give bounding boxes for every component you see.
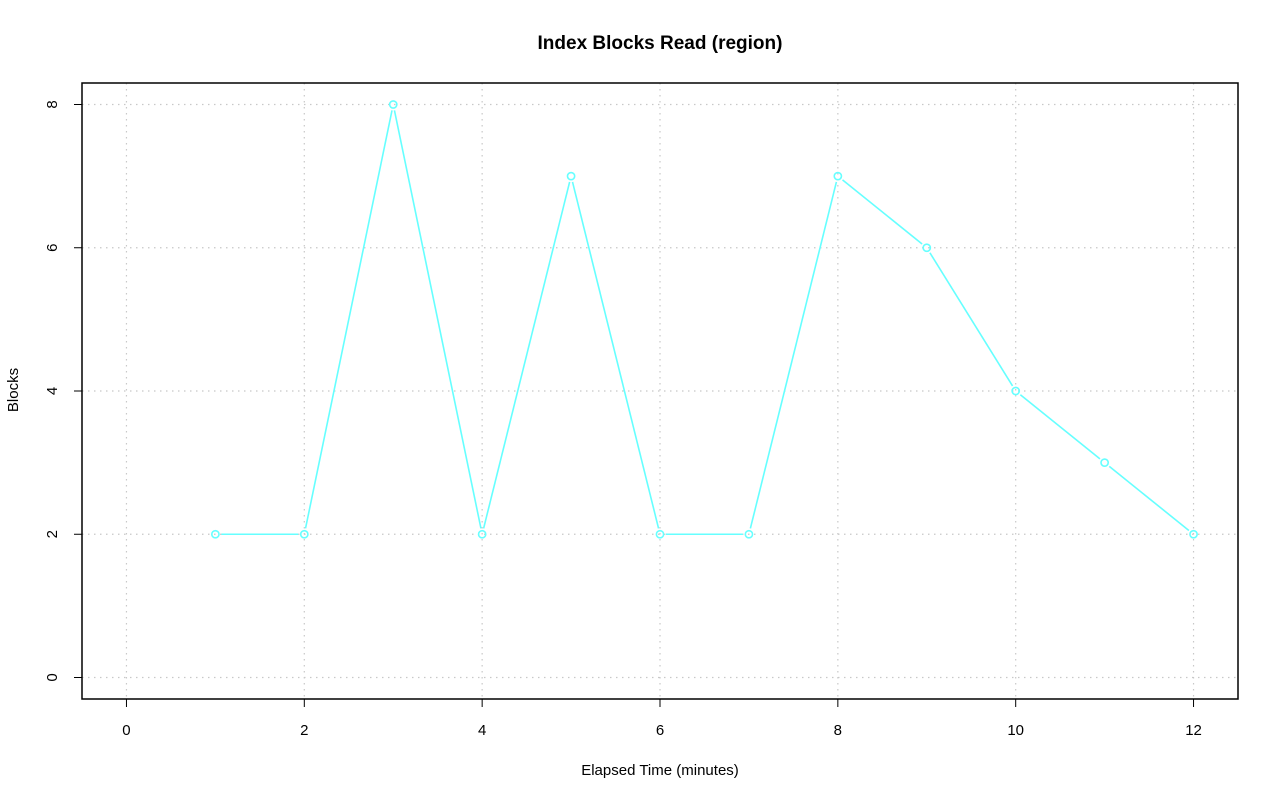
series-line-segment xyxy=(304,110,393,529)
series-line-segment xyxy=(749,181,838,529)
data-point xyxy=(388,100,398,109)
data-point xyxy=(1011,386,1021,396)
series-line-segment xyxy=(1108,465,1190,532)
y-tick-label: 6 xyxy=(44,244,61,252)
series-layer xyxy=(210,100,1198,539)
data-point xyxy=(477,529,487,539)
y-axis-label: Blocks xyxy=(5,368,22,412)
data-point xyxy=(1189,529,1198,539)
plot-frame xyxy=(81,82,1239,700)
data-point xyxy=(744,529,754,539)
series-line-segment xyxy=(1019,394,1101,460)
data-point xyxy=(566,171,576,181)
x-tick-label: 0 xyxy=(122,722,130,739)
data-point xyxy=(1100,458,1110,468)
x-tick-label: 2 xyxy=(300,722,308,739)
x-axis-label: Elapsed Time (minutes) xyxy=(581,762,739,779)
series-line-segment xyxy=(842,179,923,245)
grid xyxy=(82,83,1238,699)
series-line-segment xyxy=(482,181,571,529)
data-point xyxy=(833,171,843,181)
x-tick-label: 6 xyxy=(656,722,664,739)
x-tick-label: 12 xyxy=(1185,722,1202,739)
series-line-segment xyxy=(929,252,1014,387)
y-tick-label: 0 xyxy=(44,673,61,681)
y-tick-label: 2 xyxy=(44,530,61,538)
data-point xyxy=(210,529,220,539)
series-line-segment xyxy=(571,181,660,529)
chart-title: Index Blocks Read (region) xyxy=(538,33,783,54)
axes: 0 2 4 6 8 10 12 0 2 4 6 8 xyxy=(44,100,1202,739)
data-point xyxy=(922,243,932,253)
y-tick-label: 8 xyxy=(44,100,61,108)
data-point xyxy=(299,529,309,539)
x-tick-label: 10 xyxy=(1007,722,1024,739)
data-point xyxy=(655,529,665,539)
x-tick-label: 8 xyxy=(834,722,842,739)
y-tick-label: 4 xyxy=(44,387,61,395)
series-line-segment xyxy=(393,110,482,529)
x-tick-label: 4 xyxy=(478,722,486,739)
